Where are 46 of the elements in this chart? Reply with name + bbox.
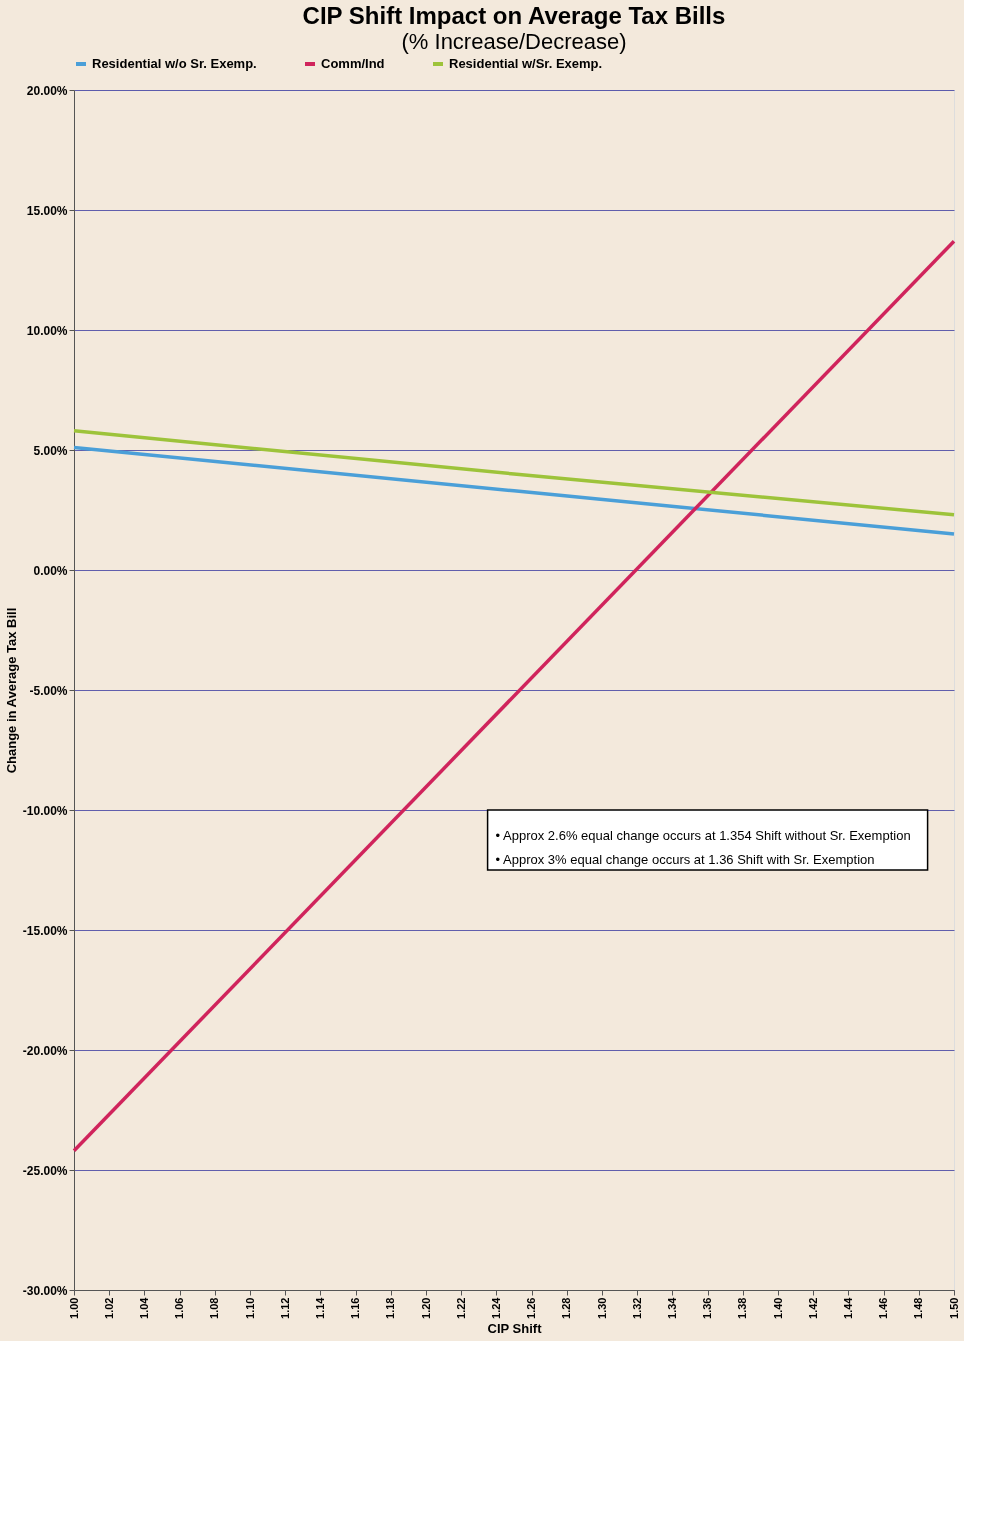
x-tick-label: 1.00 bbox=[67, 1297, 80, 1319]
y-tick-label: 10.00% bbox=[26, 323, 68, 338]
annotation: • Approx 3% equal change occurs at 1.36 Shift with Sr. Exemption bbox=[495, 852, 875, 867]
y-tick-label: -30.00% bbox=[22, 1283, 68, 1298]
y-axis-title: Change in Average Tax Bill bbox=[3, 607, 19, 774]
x-tick-label: 1.24 bbox=[489, 1296, 502, 1319]
x-tick-label: 1.14 bbox=[313, 1296, 326, 1319]
x-tick-label: 1.42 bbox=[806, 1297, 819, 1319]
y-tick-label: 15.00% bbox=[26, 203, 68, 218]
y-tick-label: 0.00% bbox=[33, 563, 68, 578]
x-tick-label: 1.34 bbox=[665, 1296, 678, 1319]
x-axis-title: CIP Shift bbox=[487, 1320, 543, 1336]
x-tick-label: 1.26 bbox=[525, 1297, 538, 1319]
legend-label: Comm/Ind bbox=[321, 56, 385, 71]
x-tick-label: 1.28 bbox=[560, 1297, 573, 1319]
y-tick-label: 20.00% bbox=[26, 83, 68, 98]
chart-title: CIP Shift Impact on Average Tax Bills bbox=[302, 2, 726, 29]
x-tick-label: 1.48 bbox=[912, 1297, 925, 1319]
x-tick-label: 1.12 bbox=[278, 1297, 291, 1319]
x-tick-label: 1.44 bbox=[841, 1296, 854, 1319]
x-tick-label: 1.20 bbox=[419, 1297, 432, 1319]
y-tick-label: -25.00% bbox=[22, 1163, 68, 1178]
x-tick-label: 1.18 bbox=[384, 1297, 397, 1319]
x-tick-label: 1.40 bbox=[771, 1297, 784, 1319]
y-tick-label: -10.00% bbox=[22, 803, 68, 818]
x-tick-label: 1.10 bbox=[243, 1297, 256, 1319]
x-tick-label: 1.22 bbox=[454, 1297, 467, 1319]
legend-label: Residential w/o Sr. Exemp. bbox=[92, 56, 257, 71]
y-tick-label: 5.00% bbox=[33, 443, 68, 458]
x-tick-label: 1.02 bbox=[102, 1297, 115, 1319]
legend-label: Residential w/Sr. Exemp. bbox=[449, 56, 603, 71]
chart-subtitle: (% Increase/Decrease) bbox=[401, 29, 627, 54]
x-tick-label: 1.06 bbox=[173, 1297, 186, 1319]
y-tick-label: -15.00% bbox=[22, 923, 68, 938]
y-tick-label: -20.00% bbox=[22, 1043, 68, 1058]
x-tick-label: 1.08 bbox=[208, 1297, 221, 1319]
x-tick-label: 1.38 bbox=[736, 1297, 749, 1319]
x-tick-label: 1.30 bbox=[595, 1297, 608, 1319]
x-tick-label: 1.36 bbox=[701, 1297, 714, 1319]
x-tick-label: 1.32 bbox=[630, 1297, 643, 1319]
x-tick-label: 1.46 bbox=[877, 1297, 890, 1319]
y-tick-label: -5.00% bbox=[29, 683, 68, 698]
x-tick-label: 1.16 bbox=[349, 1297, 362, 1319]
x-tick-label: 1.04 bbox=[137, 1296, 150, 1319]
x-tick-label: 1.50 bbox=[947, 1297, 960, 1319]
annotation: • Approx 2.6% equal change occurs at 1.354 Shift without Sr. Exemption bbox=[495, 828, 911, 843]
